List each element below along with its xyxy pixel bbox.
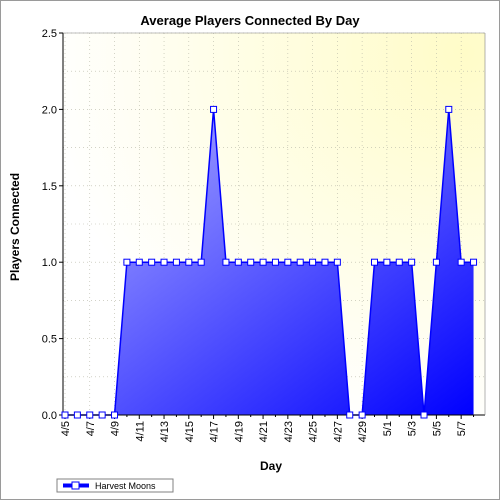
data-point [210, 105, 218, 113]
x-tick-label: 4/25 [308, 421, 320, 442]
x-tick-label: 4/11 [134, 421, 146, 442]
data-point [395, 258, 403, 266]
data-point [321, 258, 329, 266]
x-tick-label: 4/21 [258, 421, 270, 442]
x-axis-label: Day [260, 459, 282, 473]
data-point [346, 411, 354, 419]
data-point [333, 258, 341, 266]
data-point [111, 411, 119, 419]
data-point [197, 258, 205, 266]
data-point [445, 105, 453, 113]
data-point [284, 258, 292, 266]
data-point [470, 258, 478, 266]
data-point [309, 258, 317, 266]
data-point [408, 258, 416, 266]
axes [59, 32, 486, 419]
data-point [148, 258, 156, 266]
data-point [185, 258, 193, 266]
data-point [86, 411, 94, 419]
data-points [61, 105, 478, 419]
y-tick-label: 1.5 [42, 181, 57, 193]
x-tick-label: 5/5 [431, 421, 443, 436]
data-point [247, 258, 255, 266]
data-point [259, 258, 267, 266]
chart-title: Average Players Connected By Day [140, 13, 360, 28]
x-tick-label: 5/7 [456, 421, 468, 436]
data-point [234, 258, 242, 266]
x-tick-label: 5/1 [382, 421, 394, 436]
data-point [98, 411, 106, 419]
data-point [123, 258, 131, 266]
data-point [371, 258, 378, 266]
y-tick-label: 2.0 [42, 104, 57, 116]
series-line [65, 109, 474, 416]
x-tick-label: 4/17 [209, 421, 221, 442]
data-point [61, 411, 69, 419]
x-tick-label: 4/29 [357, 421, 369, 442]
data-point [222, 258, 230, 266]
data-point [432, 258, 440, 266]
series-area-harvest-moons [65, 109, 474, 416]
x-tick-labels: 4/5 4/7 4/9 4/11 4/13 4/15 4/17 4/19 4/21 4/23 4/2… [60, 421, 468, 442]
legend-label: Harvest Moons [95, 481, 156, 491]
x-tick-label: 4/23 [283, 421, 295, 442]
y-axis-label: Players Connected [8, 173, 22, 281]
data-point [135, 258, 143, 266]
legend: Harvest Moons [56, 478, 174, 493]
x-tick-label: 4/7 [85, 421, 97, 436]
x-tick-label: 4/19 [233, 421, 245, 442]
x-tick-label: 4/27 [332, 421, 344, 442]
x-tick-label: 4/15 [184, 421, 196, 442]
x-tick-label: 5/3 [407, 421, 419, 436]
y-tick-label: 0.0 [42, 410, 57, 422]
y-tick-label: 0.5 [42, 334, 57, 346]
data-point [358, 411, 366, 419]
x-tick-label: 4/9 [110, 421, 122, 436]
data-point [172, 258, 180, 266]
x-tick-label: 4/13 [159, 421, 171, 442]
y-tick-labels: 0.0 0.5 1.0 1.5 2.0 2.5 [42, 28, 57, 422]
data-point [420, 411, 428, 419]
y-tick-label: 2.5 [42, 28, 57, 40]
data-point [296, 258, 304, 266]
legend-box [56, 478, 174, 493]
y-tick-label: 1.0 [42, 257, 57, 269]
data-point [160, 258, 168, 266]
data-point [457, 258, 465, 266]
x-tick-label: 4/5 [60, 421, 72, 436]
data-point [383, 258, 391, 266]
data-point [73, 411, 81, 419]
legend-swatch-marker [71, 481, 80, 490]
data-point [271, 258, 279, 266]
